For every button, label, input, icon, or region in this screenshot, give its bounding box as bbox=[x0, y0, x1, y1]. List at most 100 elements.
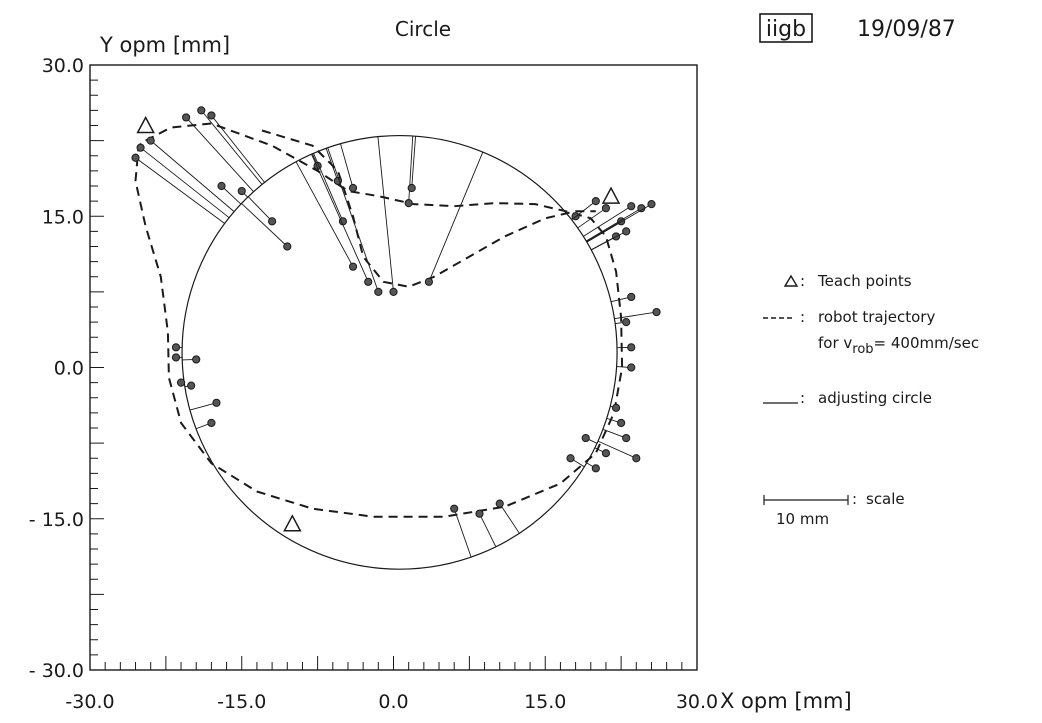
measured-point bbox=[601, 204, 611, 213]
measured-point bbox=[171, 343, 181, 352]
measured-point bbox=[627, 343, 636, 352]
deviation-line bbox=[340, 143, 354, 189]
measured-point bbox=[622, 227, 631, 236]
measured-point bbox=[131, 153, 140, 162]
svg-text::: : bbox=[800, 389, 805, 407]
svg-text::: : bbox=[852, 490, 857, 508]
chart-marks bbox=[131, 106, 661, 570]
deviation-line bbox=[583, 205, 632, 237]
measured-point bbox=[404, 199, 413, 208]
measured-point bbox=[601, 449, 611, 458]
measured-point bbox=[207, 111, 216, 120]
x-tick-label: -15.0 bbox=[217, 691, 266, 713]
logo-text: iigb bbox=[766, 17, 806, 42]
legend-trajectory-label: robot trajectory bbox=[818, 308, 935, 326]
measured-point bbox=[622, 318, 631, 327]
x-tick-label: 30.0 bbox=[676, 691, 718, 713]
measured-point bbox=[374, 287, 383, 296]
measured-point bbox=[197, 106, 206, 115]
y-axis-label: Y opm [mm] bbox=[99, 33, 230, 57]
measured-point bbox=[627, 363, 636, 372]
deviation-line bbox=[295, 161, 354, 267]
axes: -30.0 -15.0 0.0 15.0 30.0 30.0 15.0 0.0 - 15.0 - … bbox=[29, 55, 718, 713]
measured-point bbox=[212, 398, 221, 407]
deviation-line bbox=[571, 200, 597, 221]
deviation-line bbox=[614, 311, 657, 320]
measured-point bbox=[268, 217, 277, 226]
teach-point bbox=[601, 186, 621, 204]
measured-point bbox=[591, 197, 600, 206]
deviation-line bbox=[577, 207, 607, 229]
deviation-line bbox=[140, 147, 230, 219]
measured-point bbox=[389, 287, 398, 296]
deviation-line bbox=[453, 508, 472, 558]
deviation-line bbox=[327, 147, 379, 293]
y-tick-label: 15.0 bbox=[42, 206, 84, 228]
svg-text::: : bbox=[800, 308, 805, 326]
deviation-line bbox=[428, 151, 484, 282]
deviation-line bbox=[586, 203, 652, 243]
teach-point bbox=[136, 115, 155, 134]
deviation-line bbox=[602, 428, 627, 439]
legend-triangle-icon bbox=[783, 274, 799, 287]
x-axis-label: X opm [mm] bbox=[720, 689, 852, 713]
measured-point bbox=[136, 143, 145, 152]
legend-teach-label: Teach points bbox=[817, 272, 912, 290]
measured-point bbox=[283, 242, 292, 251]
y-tick-label: - 30.0 bbox=[29, 660, 84, 682]
measured-point bbox=[627, 202, 636, 211]
deviation-line bbox=[247, 196, 273, 222]
legend-circle-entry: : adjusting circle bbox=[763, 389, 932, 407]
measured-point bbox=[622, 433, 631, 443]
x-tick-label: 0.0 bbox=[378, 691, 408, 713]
deviation-line bbox=[408, 135, 414, 204]
measured-point bbox=[652, 307, 661, 317]
legend-teach-entry: : Teach points bbox=[783, 272, 912, 290]
measured-point bbox=[627, 292, 636, 302]
y-tick-label: 30.0 bbox=[42, 55, 84, 77]
measured-point bbox=[237, 186, 246, 196]
deviation-line bbox=[585, 207, 642, 242]
measured-point bbox=[217, 181, 226, 191]
legend-scale-value: 10 mm bbox=[776, 510, 829, 528]
measured-point bbox=[348, 262, 358, 271]
deviation-line bbox=[211, 115, 265, 183]
measured-point bbox=[647, 200, 656, 209]
deviation-line bbox=[586, 220, 622, 243]
chart-title: Circle bbox=[395, 17, 451, 41]
measured-point bbox=[611, 403, 621, 412]
deviation-line bbox=[377, 136, 394, 292]
measured-point bbox=[617, 418, 626, 428]
measured-point bbox=[146, 136, 155, 145]
measured-point bbox=[566, 454, 575, 463]
deviation-line bbox=[325, 148, 339, 182]
deviation-line bbox=[150, 140, 235, 212]
measured-point bbox=[424, 277, 434, 286]
measured-point bbox=[364, 277, 373, 286]
measured-point bbox=[348, 183, 358, 193]
svg-text::: : bbox=[800, 272, 805, 290]
measured-point bbox=[450, 504, 459, 513]
measured-point bbox=[475, 509, 484, 518]
legend-scale-entry: : scale 10 mm bbox=[763, 490, 905, 528]
plot-frame bbox=[89, 64, 698, 671]
measured-point bbox=[495, 499, 504, 508]
x-tick-label: 15.0 bbox=[524, 691, 566, 713]
deviation-line bbox=[311, 153, 369, 282]
measured-point bbox=[176, 378, 186, 387]
legend-circle-label: adjusting circle bbox=[818, 389, 932, 407]
measured-point bbox=[581, 433, 590, 443]
teach-point bbox=[283, 514, 302, 532]
measured-point bbox=[182, 113, 191, 122]
deviation-line bbox=[411, 136, 416, 189]
deviation-line bbox=[200, 110, 263, 185]
deviation-line bbox=[135, 157, 225, 224]
x-tick-label: -30.0 bbox=[65, 691, 114, 713]
measured-point bbox=[632, 454, 641, 463]
measured-point bbox=[187, 381, 196, 390]
deviation-line bbox=[313, 153, 344, 222]
measured-point bbox=[207, 418, 216, 428]
iigb-logo: iigb bbox=[759, 13, 813, 43]
deviation-line bbox=[189, 402, 217, 411]
